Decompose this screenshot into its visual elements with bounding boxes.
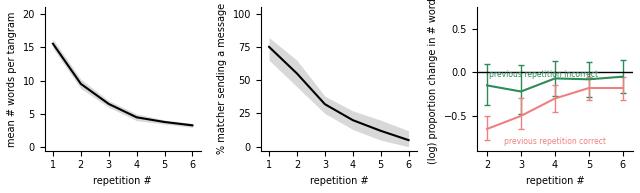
X-axis label: repetition #: repetition # bbox=[525, 176, 584, 186]
Text: previous repetition incorrect: previous repetition incorrect bbox=[489, 70, 598, 79]
Text: previous repetition correct: previous repetition correct bbox=[504, 137, 606, 146]
Y-axis label: mean # words per tangram: mean # words per tangram bbox=[7, 11, 17, 146]
Y-axis label: (log) proportion change in # words: (log) proportion change in # words bbox=[428, 0, 438, 164]
X-axis label: repetition #: repetition # bbox=[310, 176, 368, 186]
X-axis label: repetition #: repetition # bbox=[93, 176, 152, 186]
Y-axis label: % matcher sending a message: % matcher sending a message bbox=[217, 3, 227, 154]
